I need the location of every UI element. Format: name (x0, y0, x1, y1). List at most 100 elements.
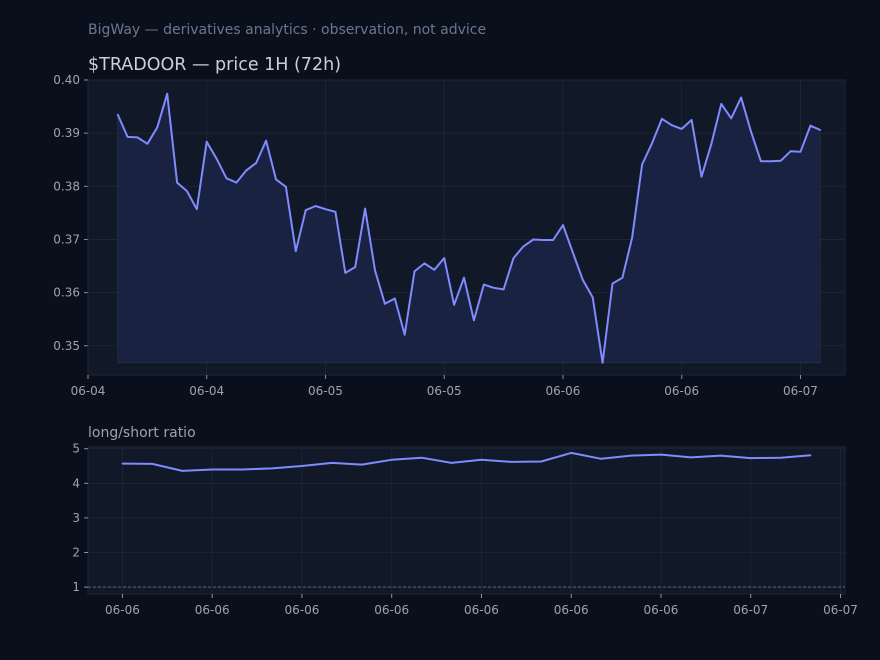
price-data-point (789, 150, 792, 152)
price-data-point (344, 272, 347, 274)
price-data-point (255, 162, 257, 164)
ratio-data-point (331, 462, 333, 464)
price-y-tick-label: 0.40 (53, 73, 80, 87)
price-data-point (730, 117, 732, 120)
price-data-point (186, 190, 188, 192)
price-y-tick-label: 0.37 (53, 232, 80, 246)
ratio-data-point (211, 468, 213, 471)
price-data-point (334, 211, 337, 213)
header-subtitle: BigWay — derivatives analytics · observa… (88, 22, 486, 38)
price-data-point (463, 276, 465, 279)
price-data-point (552, 239, 554, 241)
ratio-x-tick-label: 06-06 (284, 603, 319, 617)
ratio-data-point (630, 454, 632, 457)
price-y-tick-label: 0.35 (53, 339, 80, 353)
ratio-x-tick-label: 06-07 (823, 603, 858, 617)
price-data-point (433, 269, 436, 271)
price-data-point (423, 262, 426, 265)
price-data-point (512, 257, 515, 259)
ratio-data-point (570, 452, 572, 454)
price-data-point (324, 208, 327, 210)
price-data-point (235, 181, 238, 184)
ratio-data-point (779, 456, 782, 459)
price-data-point (572, 251, 574, 254)
ratio-data-point (480, 459, 483, 461)
price-x-tick-label: 06-07 (783, 384, 818, 398)
ratio-plot-area (87, 446, 846, 595)
ratio-x-tick-label: 06-06 (105, 603, 140, 617)
price-data-point (205, 140, 208, 143)
price-data-point (245, 169, 248, 172)
price-data-point (740, 96, 742, 99)
price-data-point (473, 319, 475, 322)
ratio-x-tick-label: 06-06 (554, 603, 589, 617)
price-data-point (225, 177, 228, 180)
ratio-y-tick-label: 3 (72, 511, 80, 525)
price-data-point (314, 205, 317, 207)
ratio-y-tick-label: 2 (72, 545, 80, 559)
price-data-point (770, 160, 772, 163)
price-data-point (760, 160, 762, 163)
price-data-point (631, 236, 633, 239)
price-data-point (799, 151, 802, 153)
price-data-point (176, 181, 178, 184)
ratio-data-point (301, 465, 303, 467)
ratio-y-tick-label: 5 (72, 442, 80, 456)
price-data-point (295, 250, 297, 252)
price-data-point (680, 128, 683, 130)
ratio-data-point (271, 467, 273, 470)
price-data-point (215, 157, 218, 160)
ratio-data-point (121, 462, 124, 465)
ratio-x-tick-label: 06-06 (644, 603, 679, 617)
price-data-point (136, 136, 139, 139)
price-data-point (819, 129, 822, 131)
ratio-data-point (600, 458, 602, 460)
price-data-point (265, 139, 267, 142)
price-data-point (641, 163, 643, 166)
ratio-data-point (420, 456, 423, 459)
ratio-data-point (361, 463, 363, 466)
ratio-data-point (660, 453, 662, 456)
ratio-data-point (749, 457, 752, 459)
price-data-point (285, 186, 287, 188)
price-data-point (354, 266, 357, 268)
price-data-point (502, 288, 505, 291)
price-data-point (601, 362, 604, 364)
price-data-point (384, 303, 386, 305)
ratio-x-tick-label: 06-07 (733, 603, 768, 617)
ratio-series-line (122, 451, 811, 472)
price-data-point (453, 304, 455, 306)
ratio-data-point (690, 456, 692, 459)
price-data-point (374, 269, 376, 272)
price-x-tick-label: 06-04 (71, 384, 106, 398)
price-data-point (394, 297, 396, 300)
ratio-data-point (241, 468, 243, 471)
price-y-tick-label: 0.36 (53, 286, 80, 300)
price-data-point (532, 238, 535, 241)
price-data-point (166, 93, 168, 95)
price-data-point (700, 175, 703, 178)
price-data-point (403, 333, 406, 336)
price-data-point (582, 279, 584, 281)
ratio-x-tick-label: 06-06 (195, 603, 230, 617)
price-data-point (542, 239, 544, 241)
price-chart: 0.35 0.36 0.37 0.38 0.39 0.40 06-04 06-04 06-05 0… (53, 73, 846, 398)
price-data-point (611, 282, 614, 285)
price-chart-title: $TRADOOR — price 1H (72h) (88, 55, 341, 75)
price-data-point (661, 118, 663, 120)
price-data-point (690, 119, 693, 121)
ratio-x-tick-label: 06-06 (464, 603, 499, 617)
price-data-point (304, 209, 307, 211)
price-data-point (671, 124, 673, 126)
price-data-point (750, 130, 752, 133)
price-data-point (364, 207, 366, 210)
price-data-point (562, 224, 564, 226)
price-data-point (621, 276, 624, 279)
price-y-tick-label: 0.38 (53, 179, 80, 193)
ratio-y-tick-label: 1 (72, 580, 80, 594)
price-data-point (126, 136, 129, 138)
price-data-point (116, 113, 119, 116)
ratio-data-point (510, 461, 513, 463)
